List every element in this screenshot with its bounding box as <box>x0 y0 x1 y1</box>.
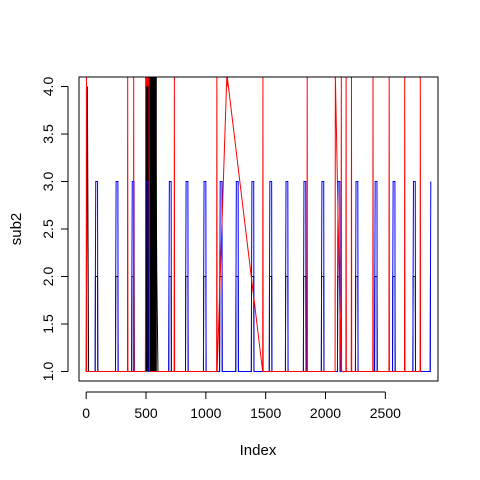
x-tick-label: 1500 <box>250 405 281 421</box>
series-line-3 <box>85 77 422 372</box>
y-tick-label: 3.0 <box>40 172 56 192</box>
x-axis: 0 500 1000 1500 2000 2500 <box>82 391 401 421</box>
series-line-2 <box>86 181 432 372</box>
plot-frame <box>78 76 439 382</box>
y-tick-label: 1.0 <box>40 362 56 382</box>
y-axis-title: sub2 <box>8 213 25 246</box>
y-axis: 1.0 1.5 2.0 2.5 3.0 3.5 4.0 <box>40 77 69 382</box>
y-tick-label: 2.0 <box>40 267 56 287</box>
y-tick-label: 3.5 <box>40 124 56 144</box>
y-tick-label: 1.5 <box>40 314 56 334</box>
x-tick-label: 0 <box>82 405 90 421</box>
x-axis-title: Index <box>240 442 277 459</box>
y-tick-label: 2.5 <box>40 219 56 239</box>
series-layer <box>85 77 432 372</box>
x-tick-label: 500 <box>134 405 158 421</box>
x-tick-label: 2500 <box>370 405 401 421</box>
x-tick-label: 1000 <box>190 405 221 421</box>
x-tick-label: 2000 <box>310 405 341 421</box>
y-tick-label: 4.0 <box>40 77 56 97</box>
series-line-1 <box>85 86 431 372</box>
